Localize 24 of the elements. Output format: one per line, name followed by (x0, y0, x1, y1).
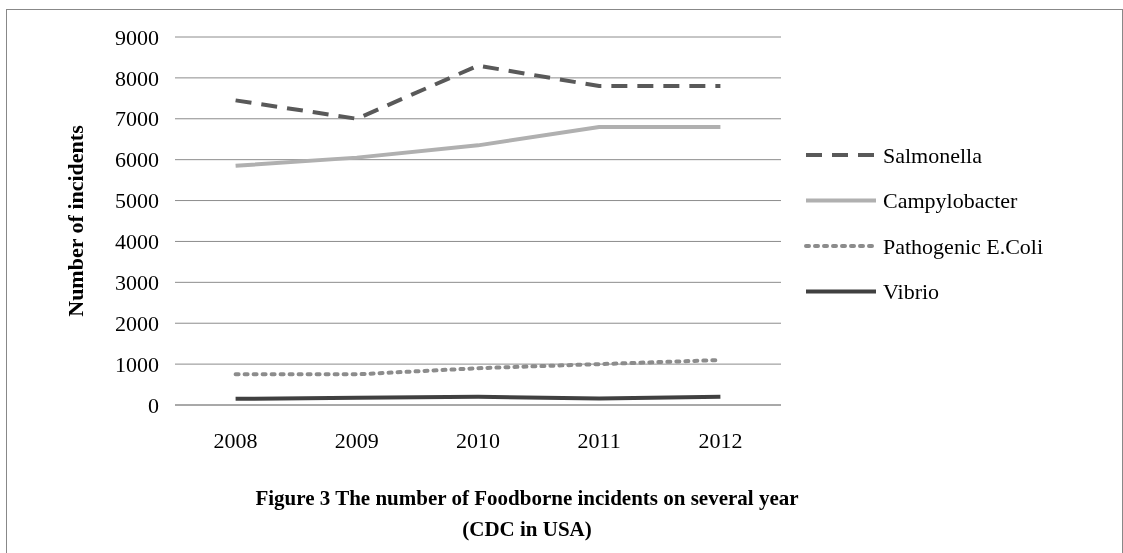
text: (CDC in USA) (462, 517, 592, 542)
y-axis-title: Number of incidents (62, 124, 88, 317)
legend-label: Vibrio (883, 279, 940, 305)
text: Figure 3 The number of Foodborne incidents on several year (255, 486, 799, 511)
y-tick-label: 9000 (115, 24, 159, 50)
x-tick-label: 2009 (334, 427, 379, 453)
x-tick-label: 2012 (698, 427, 743, 453)
y-tick-label: 3000 (115, 270, 159, 296)
legend-label: Pathogenic E.Coli (883, 233, 1044, 259)
line-series (233, 63, 723, 121)
y-tick-label: 5000 (115, 188, 159, 214)
y-tick-label: 1000 (115, 351, 159, 377)
line-series (233, 124, 723, 168)
y-tick-label: 2000 (115, 310, 159, 336)
y-tick-label: 8000 (115, 65, 159, 91)
y-tick-label: 4000 (115, 229, 159, 255)
x-tick-label: 2011 (577, 427, 621, 453)
y-tick-label: 7000 (115, 106, 159, 132)
y-tick-label: 0 (148, 392, 159, 418)
x-tick-label: 2010 (456, 427, 500, 453)
legend-label: Salmonella (883, 142, 983, 168)
legend-label: Campylobacter (883, 188, 1019, 214)
x-tick-label: 2008 (213, 427, 258, 453)
y-tick-label: 6000 (115, 147, 159, 173)
